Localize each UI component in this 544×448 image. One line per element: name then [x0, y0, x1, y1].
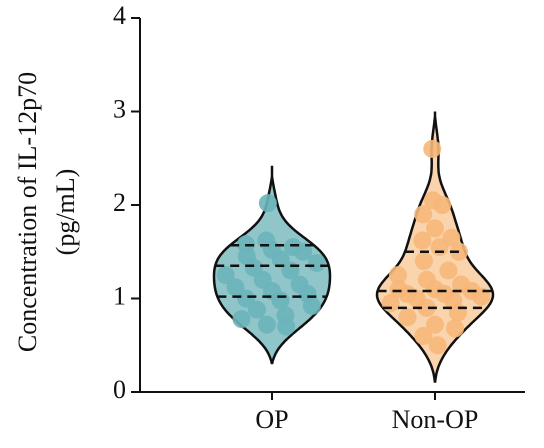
- data-point: [414, 252, 433, 271]
- data-point: [430, 238, 449, 257]
- data-point: [216, 266, 235, 285]
- data-point: [226, 278, 245, 297]
- data-point: [450, 242, 469, 261]
- data-point: [398, 308, 417, 327]
- y-tick-label: 4: [113, 1, 126, 30]
- data-point: [302, 296, 321, 315]
- y-tick-label: 1: [113, 281, 126, 310]
- data-point: [439, 261, 458, 280]
- data-point: [446, 319, 465, 338]
- data-point: [417, 298, 436, 317]
- data-point: [426, 219, 444, 238]
- x-tick-label: OP: [255, 405, 288, 434]
- data-point: [277, 317, 296, 336]
- data-point: [232, 310, 251, 329]
- data-point: [247, 300, 266, 319]
- data-point: [294, 242, 313, 261]
- data-point: [388, 266, 407, 285]
- data-point: [381, 294, 400, 313]
- data-point: [433, 196, 452, 214]
- y-axis-label: (pg/mL): [51, 169, 80, 256]
- data-point: [448, 303, 467, 322]
- data-point: [423, 139, 442, 158]
- y-tick-label: 0: [113, 375, 126, 404]
- data-point: [414, 326, 433, 345]
- data-point: [307, 253, 326, 272]
- y-tick-label: 3: [113, 94, 126, 123]
- data-point: [413, 231, 432, 250]
- y-axis-label: Concentration of IL-12p70: [13, 72, 42, 352]
- data-point: [428, 336, 447, 355]
- x-tick-label: Non-OP: [392, 405, 479, 434]
- data-point: [426, 315, 444, 334]
- data-point: [257, 315, 276, 334]
- y-tick-label: 2: [113, 188, 126, 217]
- data-point: [258, 194, 277, 213]
- data-point: [414, 205, 433, 224]
- data-point: [237, 289, 256, 308]
